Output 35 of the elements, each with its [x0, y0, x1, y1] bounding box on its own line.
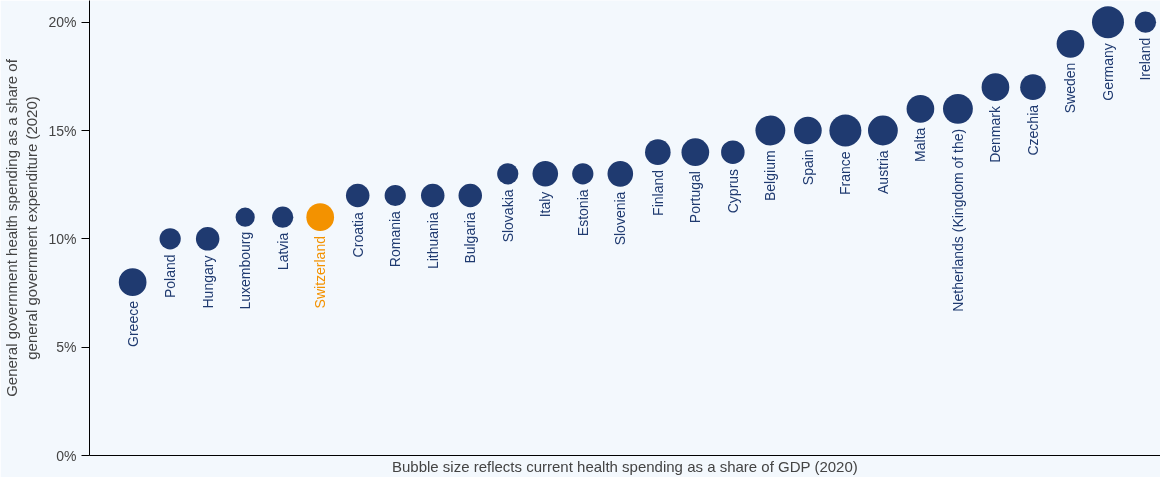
x-tick-label: Finland: [649, 169, 666, 216]
x-tick-label: Italy: [537, 191, 554, 218]
x-tick-label: Romania: [387, 210, 404, 268]
x-tick-label: Hungary: [199, 255, 216, 309]
x-tick-label: Greece: [124, 300, 141, 347]
y-tick-label: 20%: [48, 14, 77, 31]
x-tick-label: Lithuania: [424, 212, 441, 270]
y-tick-label: 0%: [56, 447, 77, 464]
x-tick-label: Croatia: [349, 212, 366, 258]
x-tick-label: Spain: [799, 149, 816, 186]
x-tick-label: Netherlands (Kingdom of the): [949, 128, 966, 312]
x-tick-label: Estonia: [574, 189, 591, 237]
x-tick-label: Sweden: [1062, 62, 1079, 114]
x-tick-label: Malta: [912, 127, 929, 162]
x-tick-label: Czechia: [1024, 104, 1041, 156]
x-tick-label: Germany: [1099, 43, 1116, 101]
x-axis-title: Bubble size reflects current health spending as a share of GDP (2020): [391, 457, 858, 475]
x-tick-label: France: [837, 151, 854, 196]
y-tick-label: 15%: [48, 122, 77, 139]
x-tick-label: Luxembourg: [237, 231, 254, 310]
x-tick-label: Denmark: [987, 105, 1004, 163]
x-tick-label: Belgium: [762, 150, 779, 201]
x-tick-label: Switzerland: [312, 236, 329, 309]
y-axis-title: General government health spending as a share of general government expenditure (2020): [3, 58, 41, 397]
x-tick-label: Latvia: [274, 232, 291, 271]
x-tick-label: Portugal: [687, 171, 704, 224]
x-tick-label: Bulgaria: [462, 212, 479, 264]
x-tick-label: Poland: [162, 254, 179, 299]
x-tick-label: Slovenia: [612, 191, 629, 246]
x-tick-label: Austria: [874, 150, 891, 194]
x-tick-label: Slovakia: [499, 189, 516, 243]
y-tick-label: 5%: [56, 339, 77, 356]
x-tick-label: Ireland: [1137, 37, 1154, 81]
y-tick-label: 10%: [48, 230, 77, 247]
x-tick-label: Cyprus: [724, 168, 741, 214]
